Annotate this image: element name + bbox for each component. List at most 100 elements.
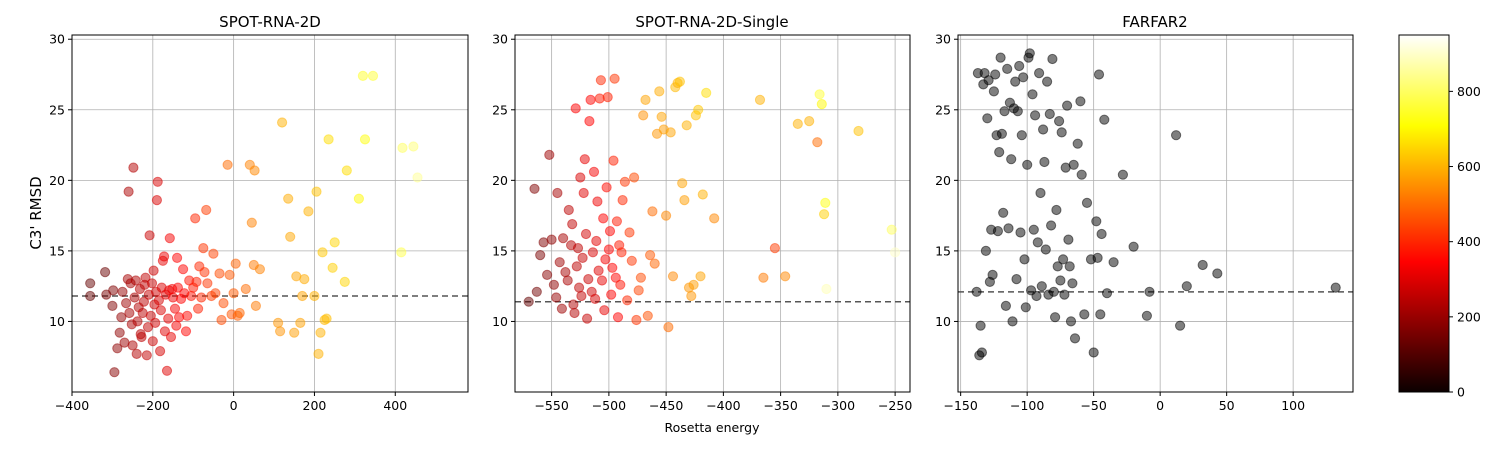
- data-point: [612, 312, 624, 323]
- data-point: [523, 296, 534, 307]
- data-point: [611, 216, 623, 227]
- data-point: [596, 275, 608, 286]
- data-point: [583, 274, 594, 285]
- data-point: [602, 92, 613, 103]
- data-point: [1010, 76, 1021, 87]
- axes-frame: [514, 34, 911, 393]
- y-tick-label: 15: [49, 243, 65, 258]
- data-point: [202, 278, 213, 289]
- data-point: [163, 313, 174, 324]
- y-tick-label: 25: [49, 102, 65, 117]
- data-point: [250, 300, 261, 311]
- panel-title: SPOT-RNA-2D: [219, 13, 321, 31]
- data-point: [600, 254, 611, 265]
- data-point: [1056, 127, 1067, 138]
- data-point: [1006, 154, 1017, 165]
- data-point: [982, 113, 993, 124]
- data-point: [1050, 312, 1061, 323]
- data-point: [693, 104, 704, 115]
- data-point: [277, 117, 288, 128]
- panel-farfar2: −150 −100 −50 0 50 100 10 15 20 25 30 FARFAR2: [935, 13, 1354, 413]
- data-point: [1036, 281, 1047, 292]
- data-point: [994, 147, 1005, 158]
- data-point: [792, 118, 803, 130]
- data-point: [132, 316, 143, 327]
- data-point: [560, 267, 571, 278]
- data-point: [804, 116, 815, 127]
- data-point: [1099, 114, 1110, 125]
- data-point: [172, 252, 183, 263]
- data-point: [408, 141, 419, 152]
- data-point: [1096, 228, 1107, 240]
- data-point: [780, 271, 791, 282]
- data-point: [159, 251, 170, 262]
- data-point: [541, 269, 553, 280]
- data-point: [161, 365, 173, 376]
- data-point: [980, 245, 991, 256]
- data-point: [1067, 278, 1078, 289]
- data-point: [558, 233, 569, 244]
- data-point: [1018, 72, 1029, 83]
- data-point: [996, 128, 1008, 139]
- data-point: [254, 264, 265, 275]
- data-point: [396, 247, 407, 258]
- x-tick-label: 0: [230, 398, 238, 413]
- data-point: [584, 116, 595, 127]
- data-point: [819, 209, 830, 220]
- y-tick-label: 30: [492, 32, 508, 47]
- data-point: [353, 193, 364, 204]
- data-point: [551, 292, 562, 303]
- data-point: [649, 258, 660, 269]
- data-point: [1141, 310, 1152, 321]
- data-point: [1042, 76, 1053, 87]
- data-point: [695, 271, 706, 282]
- data-point: [587, 247, 599, 258]
- x-tick-label: −350: [763, 398, 797, 413]
- data-point: [617, 195, 628, 206]
- colorbar-tick-label: 200: [1457, 309, 1481, 324]
- y-tick-label: 10: [492, 314, 508, 329]
- data-point: [635, 272, 647, 283]
- data-point: [190, 213, 201, 224]
- data-point: [640, 94, 651, 106]
- data-point: [1059, 289, 1070, 300]
- data-point: [151, 195, 163, 206]
- data-point: [201, 204, 212, 216]
- data-point: [1081, 197, 1093, 208]
- data-point: [224, 269, 235, 280]
- data-point: [988, 86, 1000, 97]
- y-tick-label: 20: [935, 173, 951, 188]
- data-point: [283, 193, 294, 204]
- data-point: [531, 286, 542, 297]
- data-point: [1019, 254, 1030, 265]
- data-point: [629, 172, 640, 183]
- data-point: [130, 275, 141, 286]
- data-point: [580, 228, 592, 240]
- data-point: [647, 206, 658, 217]
- data-point: [108, 285, 119, 296]
- data-point: [567, 219, 578, 230]
- data-point: [622, 295, 633, 306]
- data-point: [131, 348, 142, 359]
- y-tick-label: 10: [935, 314, 951, 329]
- data-point: [1014, 60, 1025, 72]
- data-point: [568, 299, 579, 310]
- data-point: [285, 231, 296, 242]
- data-point: [1330, 282, 1341, 293]
- x-axis-label: Rosetta energy: [665, 420, 761, 435]
- data-point: [593, 265, 604, 276]
- data-point: [136, 331, 147, 343]
- data-point: [297, 290, 308, 302]
- data-point: [1022, 159, 1033, 170]
- data-point: [313, 348, 324, 359]
- data-point: [603, 244, 615, 255]
- data-point: [1040, 244, 1051, 255]
- data-point: [604, 226, 616, 237]
- x-tick-label: 0: [1156, 398, 1164, 413]
- data-point: [575, 172, 586, 183]
- data-point: [609, 73, 620, 84]
- data-point: [591, 235, 602, 247]
- data-point: [129, 292, 140, 303]
- data-point: [99, 267, 111, 278]
